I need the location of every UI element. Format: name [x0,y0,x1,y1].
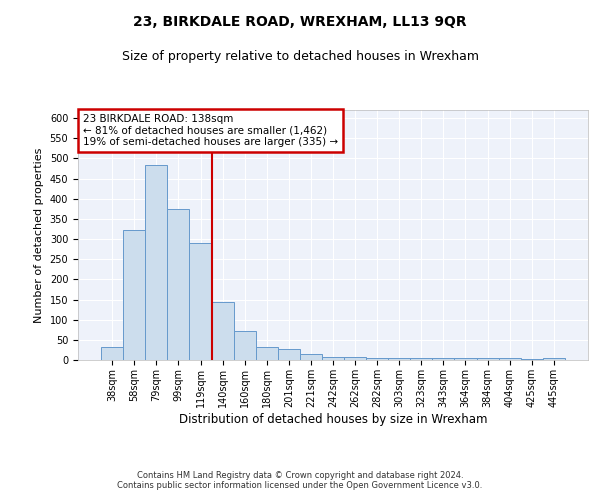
Y-axis label: Number of detached properties: Number of detached properties [34,148,44,322]
Text: 23, BIRKDALE ROAD, WREXHAM, LL13 9QR: 23, BIRKDALE ROAD, WREXHAM, LL13 9QR [133,15,467,29]
Bar [454,358,476,360]
Bar [300,354,322,360]
Bar [433,358,454,360]
Bar [145,165,167,360]
X-axis label: Distribution of detached houses by size in Wrexham: Distribution of detached houses by size … [179,412,487,426]
Bar [543,358,565,360]
Bar [476,358,499,360]
Bar [499,358,521,360]
Bar [388,358,410,360]
Bar [101,347,123,360]
Bar [366,358,388,360]
Bar [167,209,190,360]
Bar [521,359,543,360]
Text: Contains HM Land Registry data © Crown copyright and database right 2024.
Contai: Contains HM Land Registry data © Crown c… [118,470,482,490]
Bar [256,347,278,360]
Text: Size of property relative to detached houses in Wrexham: Size of property relative to detached ho… [121,50,479,63]
Bar [278,348,300,360]
Bar [233,330,256,360]
Bar [344,357,366,360]
Bar [123,230,145,360]
Bar [212,302,233,360]
Text: 23 BIRKDALE ROAD: 138sqm
← 81% of detached houses are smaller (1,462)
19% of sem: 23 BIRKDALE ROAD: 138sqm ← 81% of detach… [83,114,338,147]
Bar [322,357,344,360]
Bar [410,358,433,360]
Bar [190,244,212,360]
